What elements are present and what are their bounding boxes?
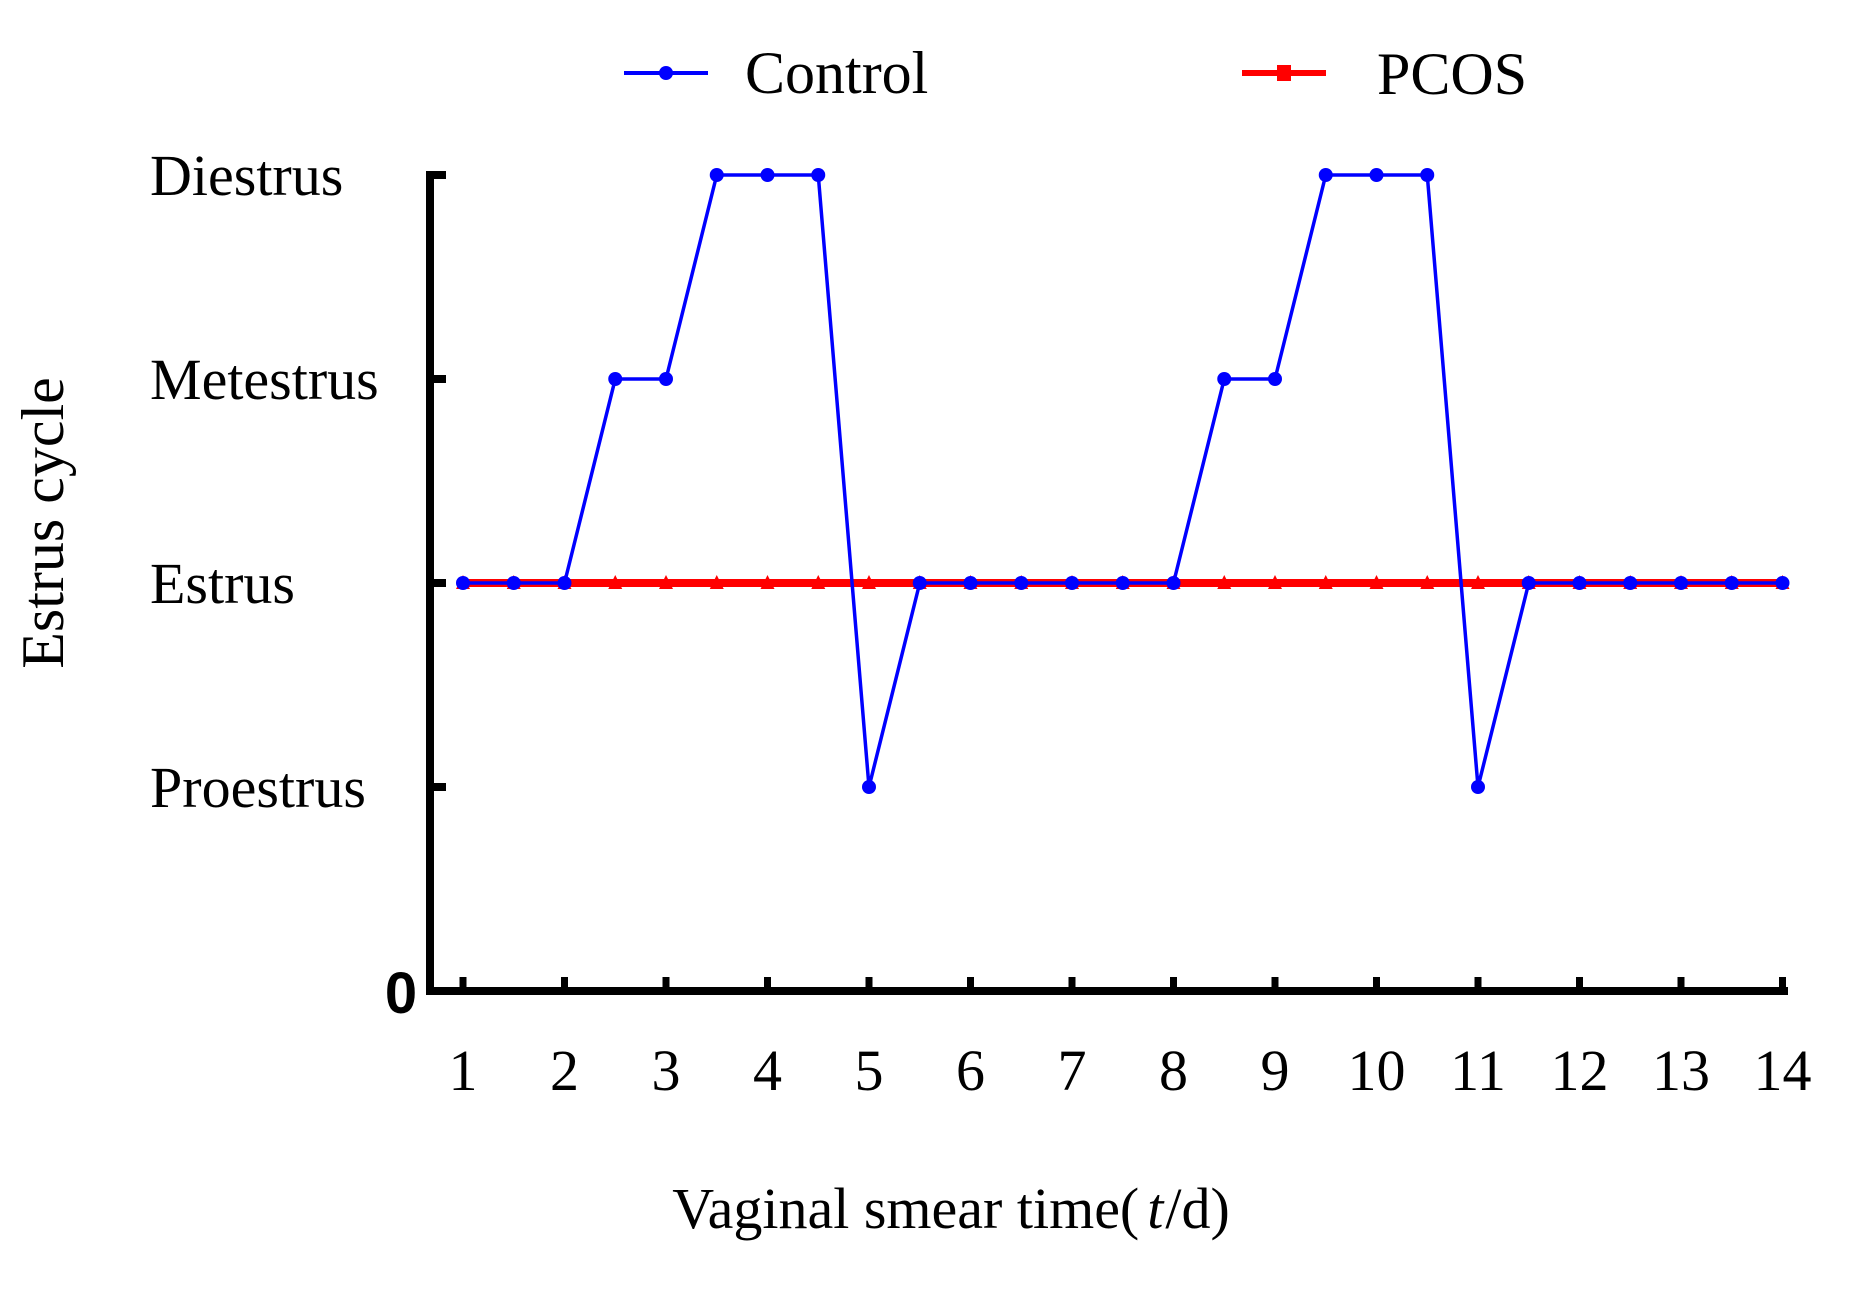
y-axis-title: Estrus cycle <box>10 377 76 669</box>
data-point-control <box>862 780 876 794</box>
data-point-control <box>608 372 623 386</box>
data-point-pcos <box>1217 575 1232 589</box>
x-tick-label: 13 <box>1652 1038 1710 1103</box>
x-tick-label: 2 <box>550 1038 579 1103</box>
data-point-pcos <box>1420 575 1435 589</box>
x-axis-title-prefix: Vaginal smear time( <box>672 1176 1139 1241</box>
x-ticks: 1 2 3 4 5 6 7 8 9 10 11 12 13 14 <box>449 977 1812 1103</box>
data-point-control <box>1521 576 1536 590</box>
x-tick-label: 10 <box>1348 1038 1406 1103</box>
data-point-control <box>659 372 673 386</box>
data-point-control <box>1674 576 1688 590</box>
x-tick-label: 14 <box>1754 1038 1812 1103</box>
x-tick-label: 11 <box>1450 1038 1506 1103</box>
x-tick-label: 12 <box>1551 1038 1609 1103</box>
y-ticks: 0 Proestrus Estrus Metestrus Diestrus <box>150 143 446 1026</box>
x-tick-label: 5 <box>855 1038 884 1103</box>
data-point-control <box>760 168 775 182</box>
data-point-pcos <box>608 575 623 589</box>
data-point-pcos <box>1318 575 1333 589</box>
data-point-control <box>1623 576 1638 590</box>
legend-marker-control <box>659 66 673 80</box>
data-point-control <box>1115 576 1130 590</box>
x-tick-label: 3 <box>652 1038 681 1103</box>
data-point-pcos <box>811 575 826 589</box>
y-tick-label: Estrus <box>150 551 295 616</box>
data-point-control <box>557 576 572 590</box>
legend-marker-pcos <box>1277 65 1291 81</box>
x-axis-title-variable: t <box>1147 1176 1165 1241</box>
data-point-control <box>1166 576 1181 590</box>
series-control <box>456 168 1790 794</box>
series-line-control <box>463 173 1783 789</box>
legend: Control PCOS <box>624 40 1527 107</box>
data-point-pcos <box>1268 575 1282 589</box>
data-point-control <box>506 576 521 590</box>
y-tick-label: Diestrus <box>150 143 343 208</box>
data-point-control <box>1217 372 1232 386</box>
legend-item-pcos: PCOS <box>1242 41 1527 107</box>
x-tick-label: 9 <box>1261 1038 1290 1103</box>
data-point-control <box>1268 372 1282 386</box>
data-point-control <box>1572 576 1587 590</box>
data-point-control <box>1420 168 1435 182</box>
x-tick-label: 7 <box>1058 1038 1087 1103</box>
data-point-control <box>1065 576 1079 590</box>
data-point-pcos <box>862 575 876 589</box>
data-point-control <box>1318 168 1333 182</box>
data-point-control <box>1775 576 1790 590</box>
x-tick-label: 4 <box>753 1038 782 1103</box>
data-point-pcos <box>1369 575 1384 589</box>
legend-label-control: Control <box>745 40 928 106</box>
data-point-control <box>811 168 826 182</box>
data-point-control <box>912 576 927 590</box>
x-axis-title-suffix: /d) <box>1165 1176 1229 1241</box>
x-tick-label: 8 <box>1159 1038 1188 1103</box>
y-tick-label: Proestrus <box>150 755 366 820</box>
legend-label-pcos: PCOS <box>1377 41 1527 107</box>
data-point-control <box>709 168 724 182</box>
data-point-pcos <box>659 575 673 589</box>
x-tick-label: 1 <box>449 1038 478 1103</box>
data-point-control <box>1369 168 1384 182</box>
y-tick-label: Metestrus <box>150 347 379 412</box>
data-point-control <box>963 576 978 590</box>
data-point-control <box>1014 576 1029 590</box>
y-tick-label-zero: 0 <box>385 961 417 1026</box>
data-point-control <box>1471 780 1485 794</box>
x-tick-label: 6 <box>956 1038 985 1103</box>
x-axis-title: Vaginal smear time(t/d) <box>672 1176 1230 1241</box>
series-layer <box>456 168 1790 794</box>
legend-item-control: Control <box>624 40 928 106</box>
data-point-pcos <box>760 575 775 589</box>
data-point-pcos <box>1471 575 1485 589</box>
data-point-pcos <box>709 575 724 589</box>
data-point-control <box>1724 576 1739 590</box>
data-point-control <box>456 576 470 590</box>
